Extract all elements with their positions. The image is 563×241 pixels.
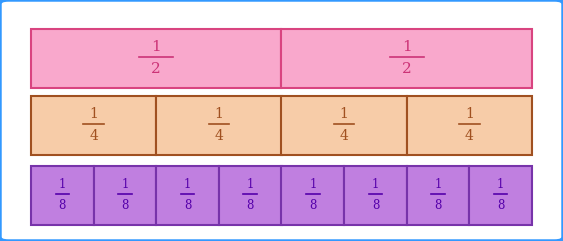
- Bar: [219, 166, 282, 225]
- Bar: [407, 166, 470, 225]
- Text: 8: 8: [497, 200, 504, 212]
- Bar: [156, 96, 282, 155]
- Bar: [93, 166, 156, 225]
- Text: 4: 4: [465, 129, 474, 143]
- Text: 1: 1: [151, 40, 161, 54]
- Text: 8: 8: [309, 200, 316, 212]
- Bar: [407, 96, 532, 155]
- Text: 8: 8: [121, 200, 128, 212]
- Text: 8: 8: [372, 200, 379, 212]
- Bar: [31, 29, 282, 88]
- Text: 4: 4: [339, 129, 348, 143]
- Text: 1: 1: [89, 107, 98, 121]
- Text: 1: 1: [465, 107, 474, 121]
- Bar: [282, 166, 344, 225]
- Text: 1: 1: [59, 178, 66, 191]
- Text: 1: 1: [247, 178, 254, 191]
- Text: 8: 8: [184, 200, 191, 212]
- Text: 1: 1: [402, 40, 412, 54]
- Text: 8: 8: [247, 200, 254, 212]
- Text: 2: 2: [402, 61, 412, 76]
- Text: 1: 1: [184, 178, 191, 191]
- Bar: [344, 166, 406, 225]
- Text: 1: 1: [497, 178, 504, 191]
- Text: 4: 4: [89, 129, 98, 143]
- Text: 1: 1: [372, 178, 379, 191]
- Text: 1: 1: [309, 178, 316, 191]
- Text: 1: 1: [215, 107, 224, 121]
- Text: 1: 1: [435, 178, 442, 191]
- Text: 4: 4: [215, 129, 224, 143]
- Text: 1: 1: [121, 178, 128, 191]
- Bar: [282, 96, 406, 155]
- Bar: [470, 166, 532, 225]
- Text: 8: 8: [59, 200, 66, 212]
- Bar: [31, 96, 156, 155]
- Bar: [282, 29, 532, 88]
- Text: 2: 2: [151, 61, 161, 76]
- Bar: [31, 166, 93, 225]
- Text: 1: 1: [339, 107, 348, 121]
- Bar: [156, 166, 219, 225]
- Text: 8: 8: [435, 200, 442, 212]
